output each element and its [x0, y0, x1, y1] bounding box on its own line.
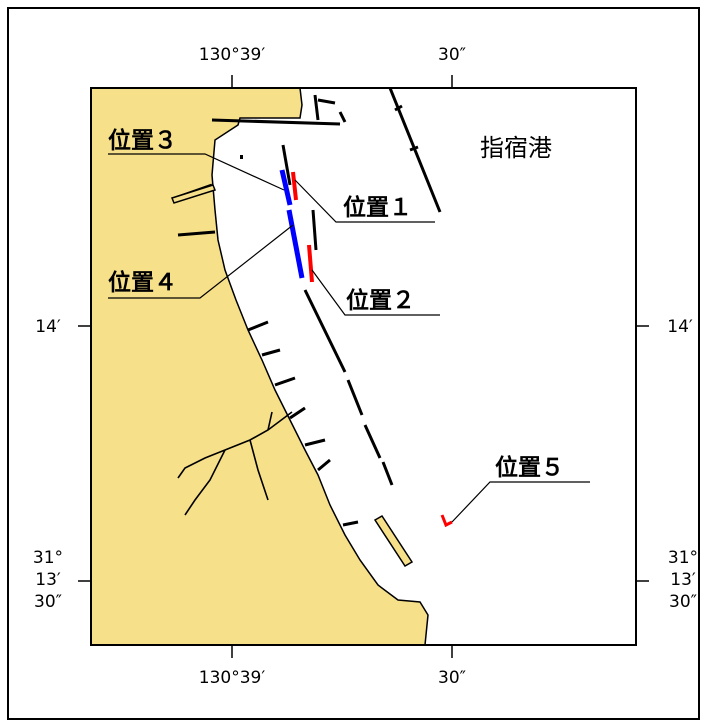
position-5-marker [440, 514, 453, 528]
position-1-label: 位置１ [343, 194, 412, 221]
position-2-marker [307, 244, 314, 283]
position-3-label: 位置３ [108, 127, 177, 154]
bottom-left-longitude-label: 130°39′ [199, 668, 266, 688]
right-latitude-label: 14′ [667, 317, 693, 337]
position-1-marker [291, 171, 298, 201]
position-2-label: 位置２ [346, 287, 415, 314]
axis-ticks [78, 75, 649, 658]
left-lower-latitude-minutes: 13′ [35, 570, 61, 590]
right-lower-latitude-degrees: 31° [668, 548, 698, 568]
position-3-marker [279, 169, 293, 206]
port-name-label: 指宿港 [480, 134, 552, 162]
map-content [91, 88, 636, 645]
right-lower-latitude-minutes: 13′ [670, 570, 696, 590]
top-left-longitude-label: 130°39′ [199, 45, 266, 65]
position-5-label: 位置５ [495, 454, 564, 481]
left-lower-latitude-degrees: 31° [33, 548, 63, 568]
small-piers [171, 184, 414, 568]
position-markers [279, 169, 453, 528]
land-roads [177, 411, 293, 516]
right-lower-latitude-seconds: 30″ [669, 592, 697, 612]
position-4-label: 位置４ [108, 269, 177, 296]
leader-lines [108, 153, 590, 523]
marker-dot [240, 155, 243, 159]
top-right-longitude-label: 30″ [438, 45, 466, 65]
left-lower-latitude-seconds: 30″ [34, 592, 62, 612]
bottom-right-longitude-label: 30″ [438, 668, 466, 688]
piers [174, 88, 442, 527]
position-4-marker [286, 209, 305, 279]
left-latitude-label: 14′ [35, 317, 61, 337]
map-border [90, 87, 637, 646]
